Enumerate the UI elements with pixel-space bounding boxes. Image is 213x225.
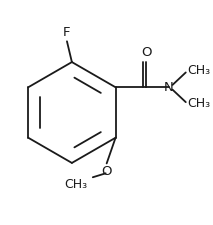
Text: O: O — [141, 46, 151, 58]
Text: F: F — [63, 26, 71, 39]
Text: CH₃: CH₃ — [187, 64, 210, 77]
Text: N: N — [164, 81, 174, 94]
Text: CH₃: CH₃ — [64, 178, 87, 191]
Text: O: O — [101, 165, 112, 178]
Text: CH₃: CH₃ — [187, 97, 210, 110]
